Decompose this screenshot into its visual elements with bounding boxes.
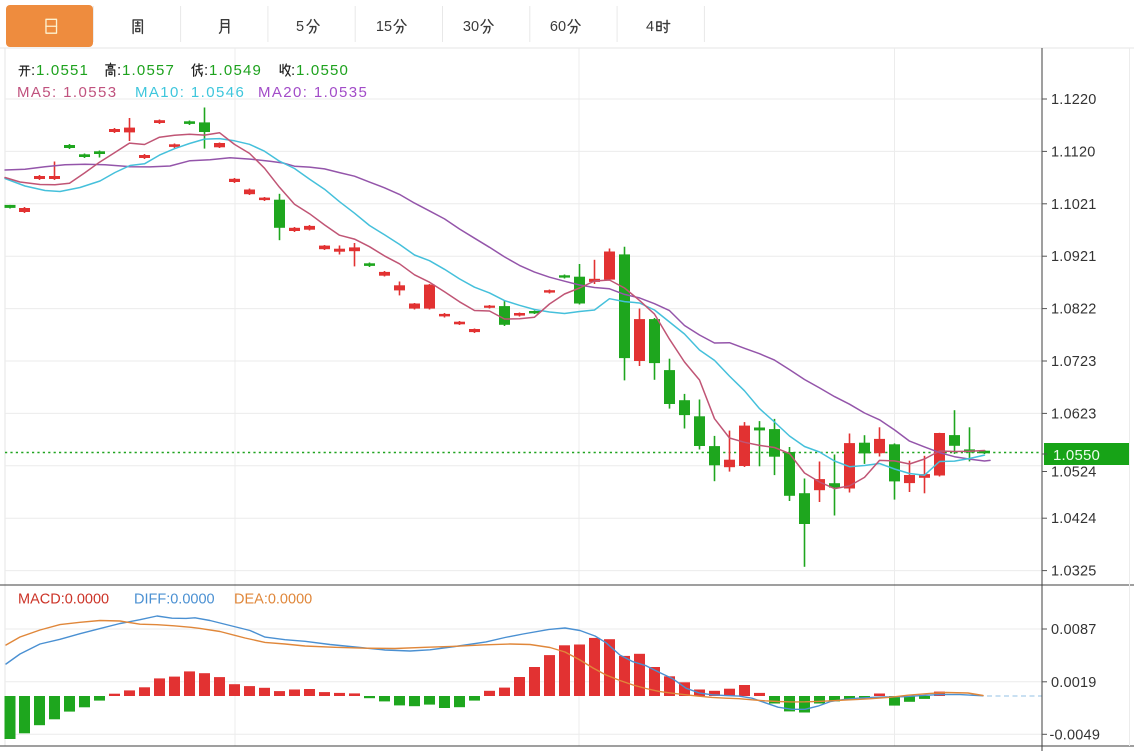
svg-text:0.0019: 0.0019 bbox=[1051, 675, 1097, 691]
svg-text:60: 60 bbox=[550, 19, 566, 35]
svg-text:4: 4 bbox=[646, 19, 654, 35]
svg-text:1.0551: 1.0551 bbox=[36, 62, 89, 79]
svg-text:1.1021: 1.1021 bbox=[1051, 197, 1097, 213]
svg-text:1.0325: 1.0325 bbox=[1051, 564, 1097, 580]
svg-text::: : bbox=[117, 62, 121, 79]
svg-text:MA10: 1.0546: MA10: 1.0546 bbox=[135, 84, 245, 101]
svg-text:1.0623: 1.0623 bbox=[1051, 406, 1097, 422]
svg-text:1.0549: 1.0549 bbox=[209, 62, 262, 79]
svg-text:-0.0049: -0.0049 bbox=[1050, 727, 1101, 743]
svg-text:1.1220: 1.1220 bbox=[1051, 92, 1097, 108]
svg-text:0.0087: 0.0087 bbox=[1051, 622, 1097, 638]
svg-text:30: 30 bbox=[463, 19, 479, 35]
svg-text:DIFF:0.0000: DIFF:0.0000 bbox=[134, 592, 215, 608]
svg-text:5: 5 bbox=[296, 19, 304, 35]
svg-text::: : bbox=[291, 62, 295, 79]
svg-text::: : bbox=[204, 62, 208, 79]
svg-text::: : bbox=[31, 62, 35, 79]
svg-text:MA5: 1.0553: MA5: 1.0553 bbox=[17, 84, 117, 101]
svg-text:1.0424: 1.0424 bbox=[1051, 511, 1097, 527]
svg-text:1.0921: 1.0921 bbox=[1051, 249, 1097, 265]
svg-text:1.0550: 1.0550 bbox=[1053, 447, 1100, 464]
svg-text:1.0723: 1.0723 bbox=[1051, 354, 1097, 370]
svg-text:1.0524: 1.0524 bbox=[1051, 465, 1097, 481]
svg-text:1.1120: 1.1120 bbox=[1051, 144, 1095, 160]
svg-text:MACD:0.0000: MACD:0.0000 bbox=[18, 592, 109, 608]
svg-text:1.0822: 1.0822 bbox=[1051, 302, 1097, 318]
svg-text:15: 15 bbox=[376, 19, 392, 35]
svg-text:MA20: 1.0535: MA20: 1.0535 bbox=[258, 84, 368, 101]
svg-text:1.0557: 1.0557 bbox=[122, 62, 175, 79]
svg-text:1.0550: 1.0550 bbox=[296, 62, 349, 79]
svg-text:DEA:0.0000: DEA:0.0000 bbox=[234, 592, 312, 608]
